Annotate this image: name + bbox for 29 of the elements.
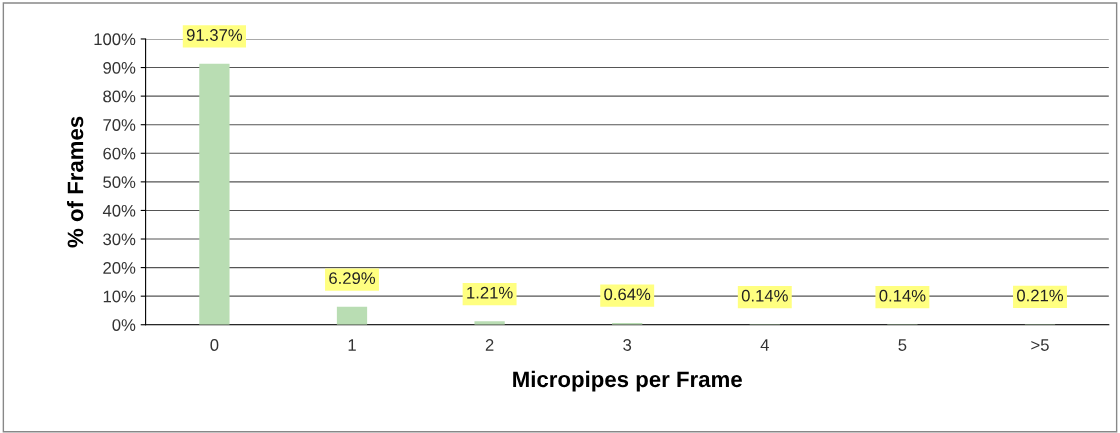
x-tick-label: 3: [623, 339, 632, 351]
y-tick-label: 70%: [103, 119, 136, 131]
y-tick-label: 50%: [103, 176, 136, 189]
data-label: 0.14%: [741, 289, 788, 302]
data-label: 0.64%: [604, 288, 651, 301]
x-tick-label: 4: [760, 339, 769, 351]
y-axis-title: % of Frames: [66, 116, 84, 248]
x-tick-label: 5: [898, 339, 907, 351]
data-label: 91.37%: [186, 29, 243, 41]
y-tick-label: 40%: [102, 204, 136, 217]
y-tick-label: 60%: [103, 147, 136, 160]
x-tick-label: 1: [348, 339, 356, 351]
data-label: 0.14%: [879, 289, 926, 302]
x-tick-label: >5: [1031, 339, 1049, 351]
y-tick-label: 90%: [103, 61, 136, 74]
bar: [199, 63, 230, 325]
y-tick-label: 80%: [103, 90, 136, 103]
y-tick-label: 10%: [103, 290, 136, 303]
x-tick-label: 2: [485, 339, 494, 351]
x-axis-title: Micropipes per Frame: [513, 370, 742, 392]
y-tick-label: 100%: [94, 33, 136, 46]
y-tick-label: 0%: [112, 319, 136, 331]
data-label: 1.21%: [467, 286, 513, 299]
data-label: 6.29%: [329, 272, 376, 285]
bar: [336, 306, 368, 325]
y-tick-label: 30%: [103, 233, 136, 246]
x-tick-label: 0: [210, 339, 219, 351]
data-label: 0.21%: [1017, 289, 1064, 302]
y-tick-label: 20%: [103, 262, 136, 274]
